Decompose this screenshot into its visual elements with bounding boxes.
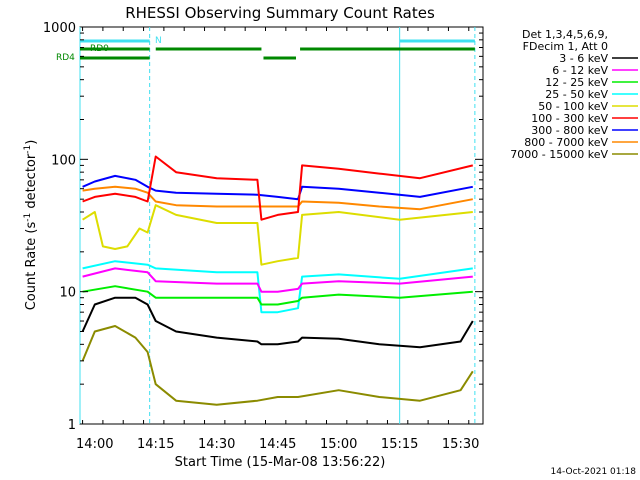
x-tick-label: 15:00 — [320, 437, 357, 452]
y-tick-label: 10 — [59, 286, 76, 301]
flag-label: N — [155, 36, 162, 46]
series-line-7000-15000-kev — [81, 325, 474, 406]
legend-entry-label: 3 - 6 keV — [559, 52, 608, 65]
y-tick-label: 1 — [68, 418, 76, 433]
y-axis-label-main: Count Rate (s — [24, 222, 39, 311]
series-line-100-300-kev — [82, 155, 474, 221]
flag-label: RD4 — [56, 53, 75, 63]
series-line-12-25-kev — [82, 285, 473, 306]
x-tick-label: 14:30 — [198, 437, 235, 452]
legend: Det 1,3,4,5,6,9,FDecim 1, Att 03 - 6 keV… — [510, 28, 638, 161]
series-line-3-6-kev — [81, 296, 474, 349]
x-axis: 14:00 14:15 14:30 14:45 15:00 15:15 15:30 — [76, 27, 479, 452]
series-line-25-50-kev — [82, 260, 473, 314]
y-axis-label-exp2: -1 — [23, 145, 33, 154]
series-line-50-100-kev — [82, 204, 473, 266]
plot-frame — [79, 26, 484, 425]
night-markers — [79, 27, 476, 424]
y-tick-label: 100 — [51, 153, 76, 168]
flag-bars: RD0 N RD4 — [56, 36, 475, 63]
y-axis-label-end: ) — [24, 140, 39, 145]
y-axis-label-exp1: -1 — [23, 213, 33, 222]
legend-entry-label: 100 - 300 keV — [531, 112, 608, 125]
series-line-300-800-kev — [82, 174, 473, 201]
series-line-800-7000-kev — [82, 185, 473, 211]
timestamp: 14-Oct-2021 01:18 — [551, 467, 637, 477]
x-tick-label: 14:15 — [137, 437, 174, 452]
legend-entry-label: 6 - 12 keV — [552, 64, 608, 77]
legend-entry-label: 300 - 800 keV — [531, 124, 608, 137]
flag-label: RD0 — [90, 44, 109, 54]
series-line-6-12-kev — [82, 267, 473, 293]
y-axis-label-mid: detector — [24, 153, 39, 213]
x-tick-label: 15:15 — [381, 437, 418, 452]
legend-entry-label: 50 - 100 keV — [538, 100, 608, 113]
series-lines — [81, 155, 474, 406]
legend-header: FDecim 1, Att 0 — [523, 40, 608, 53]
x-tick-label: 15:30 — [442, 437, 479, 452]
x-tick-label: 14:00 — [76, 437, 113, 452]
y-axis-label: Count Rate (s-1 detector-1) — [23, 140, 39, 311]
legend-entry-label: 7000 - 15000 keV — [510, 148, 608, 161]
x-tick-label: 14:45 — [259, 437, 296, 452]
y-axis: 1 10 100 1000 — [43, 21, 483, 433]
chart-title: RHESSI Observing Summary Count Rates — [125, 4, 435, 22]
x-axis-label: Start Time (15-Mar-08 13:56:22) — [175, 455, 386, 470]
legend-header: Det 1,3,4,5,6,9, — [522, 28, 608, 41]
legend-entry-label: 12 - 25 keV — [545, 76, 608, 89]
legend-entry-label: 800 - 7000 keV — [524, 136, 608, 149]
y-tick-label: 1000 — [43, 21, 76, 36]
legend-entry-label: 25 - 50 keV — [545, 88, 608, 101]
